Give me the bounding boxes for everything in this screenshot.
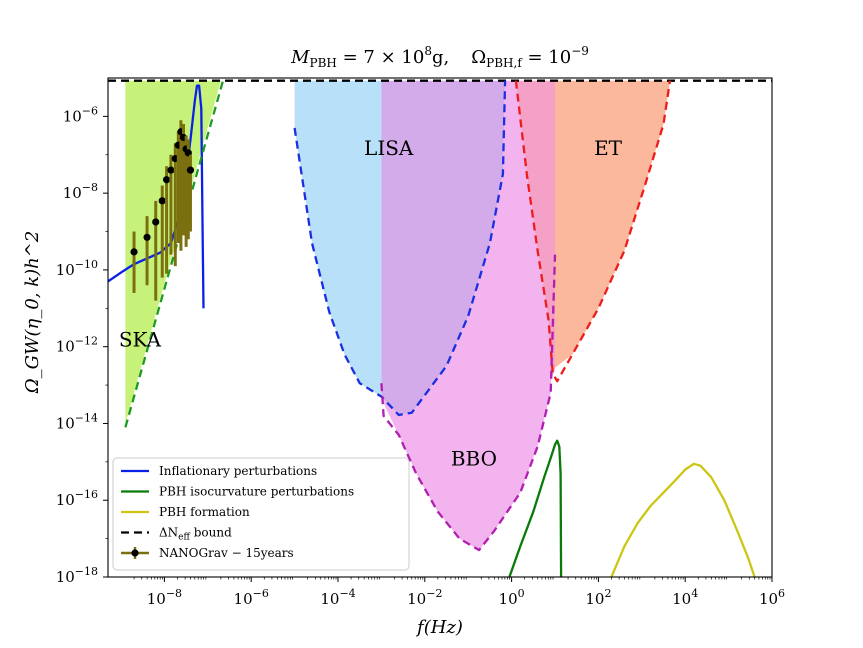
region-ska (125, 80, 221, 577)
nanograv-point (186, 166, 195, 174)
legend-label: PBH isocurvature perturbations (159, 485, 354, 499)
region-label-bbo: BBO (451, 447, 497, 471)
y-tick-label: 10−10 (56, 258, 98, 279)
x-tick-label: 10−4 (320, 587, 355, 608)
region-label-et: ET (594, 136, 623, 160)
legend-handle (131, 549, 139, 557)
legend-label: ΔNeff bound (159, 526, 232, 543)
series-lisa-curve (293, 80, 507, 417)
nanograv-point (162, 176, 171, 184)
y-tick-label: 10−6 (63, 104, 98, 125)
series-bbo-curve (380, 254, 557, 552)
legend-box (112, 457, 410, 571)
y-tick-label: 10−18 (56, 565, 98, 586)
nanograv-point (130, 248, 138, 256)
chart-title: MPBH = 7 × 108g, ΩPBH,f = 10−9 (290, 44, 589, 70)
x-tick-label: 10−2 (407, 587, 442, 608)
region-lisa-right (381, 80, 506, 415)
nanograv-point (143, 233, 151, 241)
x-axis-ticks: 10−8 10−6 10−4 10−2 100 102 104 106 (133, 577, 785, 608)
y-axis-ticks: 10−6 10−8 10−10 10−12 10−14 10−16 10−18 (56, 104, 108, 586)
region-label-lisa: LISA (364, 136, 414, 160)
series-layer (108, 79, 772, 577)
nanograv-point (184, 149, 192, 157)
region-labels: LISA ET BBO SKA (119, 136, 623, 471)
y-tick-label: 10−8 (63, 181, 98, 202)
legend-label: Inflationary perturbations (159, 464, 317, 478)
region-lisa-left (294, 80, 382, 397)
nanograv-point (158, 197, 166, 205)
y-axis-label: Ω_GW(η_0, k)h^2 (22, 231, 43, 395)
plot-frame (107, 77, 773, 578)
legend-label: NANOGrav − 15years (159, 546, 294, 560)
series-ska-edge (124, 80, 225, 428)
nanograv-point (167, 166, 175, 174)
y-tick-label: 10−16 (56, 488, 98, 509)
region-et-right (555, 80, 670, 368)
region-label-ska: SKA (119, 328, 162, 352)
legend: Inflationary perturbations PBH isocurvatu… (112, 457, 410, 571)
x-tick-label: 100 (499, 587, 525, 608)
series-pbh-isocurvature-perturbations (508, 439, 563, 577)
region-bbo (381, 80, 555, 551)
detector-regions (125, 80, 670, 577)
nanograv-point (152, 218, 160, 226)
x-tick-label: 102 (585, 587, 611, 608)
x-axis-label: f(Hz) (415, 617, 463, 638)
y-tick-label: 10−12 (56, 335, 98, 356)
series-et-curve (514, 80, 672, 383)
nanograv-data (130, 120, 195, 301)
x-tick-label: 104 (672, 587, 698, 608)
series-pbh-formation (610, 462, 756, 577)
legend-label: PBH formation (159, 505, 250, 519)
region-et-left (515, 80, 555, 382)
x-tick-label: 10−6 (234, 587, 269, 608)
x-tick-label: 106 (759, 587, 785, 608)
y-tick-label: 10−14 (56, 411, 98, 432)
x-tick-label: 10−8 (147, 587, 182, 608)
